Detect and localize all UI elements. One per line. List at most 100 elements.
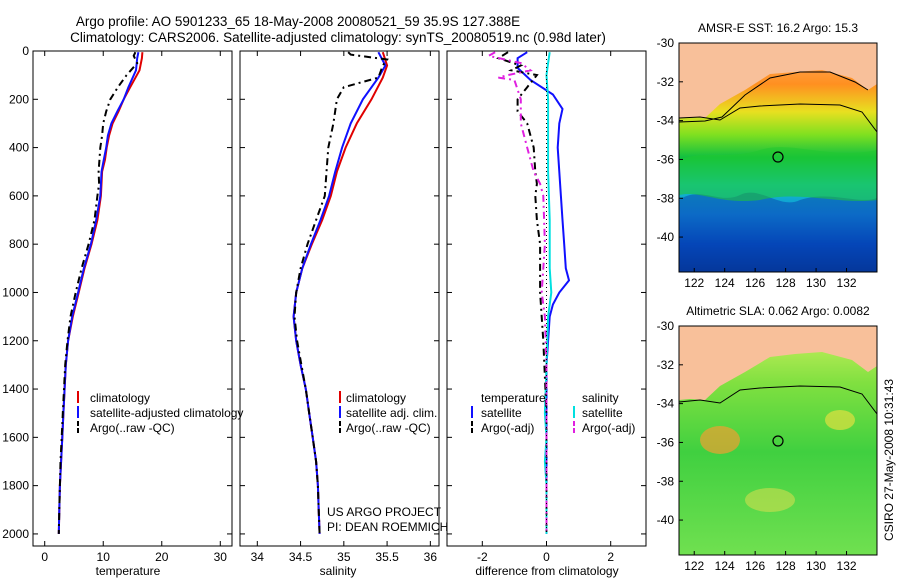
map-x-tick-label: 132 bbox=[837, 276, 857, 290]
difference-panel: -2 0 2 difference from climatology tempera… bbox=[446, 50, 647, 578]
sla-map-panel: Altimetric SLA: 0.062 Argo: 0.0082 122 12… bbox=[657, 304, 878, 573]
series-line-temperature-argo-adj bbox=[496, 51, 548, 534]
map-x-tick-label: 124 bbox=[715, 559, 735, 573]
y-tick-label: 1400 bbox=[2, 382, 29, 396]
sla-map-ticks: 122 124 126 128 130 132 -30 -32 -34 -36 -38 -40 bbox=[657, 319, 857, 573]
salinity-axis-ticks: 34 34.5 35 35.5 36 bbox=[240, 50, 439, 564]
x-tick-label: 30 bbox=[214, 550, 228, 564]
map-y-tick-label: -38 bbox=[657, 474, 675, 488]
legend-title-temperature: temperature bbox=[481, 391, 546, 405]
y-tick-label: 200 bbox=[9, 92, 29, 106]
legend-label-temperature-argo: Argo(-adj) bbox=[481, 421, 534, 435]
legend-label-climatology: climatology bbox=[90, 391, 150, 405]
sla-warm-spot bbox=[825, 410, 855, 430]
y-tick-label: 1000 bbox=[2, 285, 29, 299]
x-tick-label: 35 bbox=[337, 550, 351, 564]
map-y-tick-label: -38 bbox=[657, 191, 675, 205]
legend-label-temperature-satellite: satellite bbox=[481, 406, 522, 420]
legend-label-argo: Argo(..raw -QC) bbox=[346, 421, 431, 435]
sst-map-ticks: 122 124 126 128 130 132 -30 -32 -34 -36 -38 -40 bbox=[657, 36, 857, 290]
sst-map-title: AMSR-E SST: 16.2 Argo: 15.3 bbox=[698, 21, 858, 35]
map-y-tick-label: -40 bbox=[657, 513, 675, 527]
map-y-tick-label: -40 bbox=[657, 230, 675, 244]
legend-label-argo: Argo(..raw -QC) bbox=[90, 421, 175, 435]
map-x-tick-label: 122 bbox=[684, 276, 704, 290]
salinity-plot-frame bbox=[239, 50, 440, 547]
y-tick-label: 1200 bbox=[2, 334, 29, 348]
map-y-tick-label: -30 bbox=[657, 36, 675, 50]
x-tick-label: -2 bbox=[477, 550, 488, 564]
temperature-axis-ticks: 0 10 20 30 0 200 400 600 800 1000 1200 1400 1600 1800… bbox=[2, 44, 232, 564]
temperature-xlabel: temperature bbox=[96, 564, 161, 578]
sst-argo-marker bbox=[772, 151, 784, 163]
series-line-salinity-argo-adj bbox=[485, 51, 548, 534]
difference-xlabel: difference from climatology bbox=[475, 564, 618, 578]
map-x-tick-label: 126 bbox=[745, 559, 765, 573]
legend-label-salinity-argo: Argo(-adj) bbox=[582, 421, 635, 435]
sst-contour-1 bbox=[679, 103, 877, 133]
y-tick-label: 1800 bbox=[2, 479, 29, 493]
map-x-tick-label: 128 bbox=[776, 559, 796, 573]
sst-contour-2 bbox=[679, 71, 869, 123]
sst-map-image bbox=[679, 43, 877, 272]
series-line-temperature-satellite bbox=[516, 51, 571, 534]
sst-green-band bbox=[679, 147, 877, 202]
temperature-plot-frame bbox=[32, 50, 233, 547]
salinity-legend: climatology satellite adj. clim. Argo(..… bbox=[339, 391, 437, 435]
map-x-tick-label: 124 bbox=[715, 276, 735, 290]
map-x-tick-label: 130 bbox=[806, 559, 826, 573]
x-tick-label: 34 bbox=[251, 550, 265, 564]
sla-map-image bbox=[679, 326, 877, 555]
map-y-tick-label: -36 bbox=[657, 435, 675, 449]
figure-title-line2: Climatology: CARS2006. Satellite-adjuste… bbox=[70, 30, 606, 45]
map-x-tick-label: 122 bbox=[684, 559, 704, 573]
legend-label-satellite: satellite-adjusted climatology bbox=[90, 406, 243, 420]
x-tick-label: 34.5 bbox=[289, 550, 313, 564]
map-x-tick-label: 128 bbox=[776, 276, 796, 290]
legend-label-climatology: climatology bbox=[346, 391, 406, 405]
series-line-satellite-adj-clim bbox=[292, 51, 387, 534]
difference-legend: temperature salinity satellite Argo(-adj… bbox=[471, 391, 635, 435]
y-tick-label: 800 bbox=[9, 237, 29, 251]
sst-cold-blob bbox=[679, 192, 877, 272]
temperature-lines bbox=[57, 51, 144, 534]
map-y-tick-label: -34 bbox=[657, 114, 675, 128]
sla-argo-marker bbox=[772, 435, 784, 447]
x-tick-label: 0 bbox=[41, 550, 48, 564]
legend-label-salinity-satellite: satellite bbox=[582, 406, 623, 420]
sla-map-frame bbox=[678, 325, 878, 556]
timestamp-label: CSIRO 27-May-2008 10:31:43 bbox=[882, 379, 896, 541]
series-line-climatology bbox=[57, 52, 144, 534]
map-y-tick-label: -32 bbox=[657, 358, 675, 372]
series-line-argo-raw-qc bbox=[57, 51, 139, 534]
sla-contour bbox=[679, 385, 877, 415]
sla-map-title: Altimetric SLA: 0.062 Argo: 0.0082 bbox=[686, 304, 870, 318]
legend-label-satellite: satellite adj. clim. bbox=[346, 406, 437, 420]
sla-warm-spot bbox=[700, 426, 740, 454]
project-label: US ARGO PROJECT bbox=[327, 505, 442, 519]
sst-map-panel: AMSR-E SST: 16.2 Argo: 15.3 122 124 126 128… bbox=[657, 21, 878, 290]
pi-label: PI: DEAN ROEMMICH bbox=[327, 520, 448, 534]
difference-lines bbox=[485, 51, 571, 534]
x-tick-label: 20 bbox=[155, 550, 169, 564]
y-tick-label: 2000 bbox=[2, 527, 29, 541]
difference-axis-ticks: -2 0 2 bbox=[447, 50, 646, 564]
y-tick-label: 400 bbox=[9, 141, 29, 155]
y-tick-label: 600 bbox=[9, 189, 29, 203]
map-x-tick-label: 132 bbox=[837, 559, 857, 573]
sst-map-frame bbox=[678, 42, 878, 273]
salinity-xlabel: salinity bbox=[320, 564, 357, 578]
x-tick-label: 2 bbox=[607, 550, 614, 564]
map-y-tick-label: -32 bbox=[657, 75, 675, 89]
x-tick-label: 10 bbox=[97, 550, 111, 564]
map-y-tick-label: -36 bbox=[657, 152, 675, 166]
series-line-satellite-adjusted-climatology bbox=[57, 52, 140, 534]
salinity-lines bbox=[292, 51, 389, 534]
series-line-argo-raw-qc bbox=[293, 51, 389, 534]
series-line-climatology bbox=[292, 51, 389, 534]
sst-coast bbox=[679, 43, 877, 118]
map-x-tick-label: 130 bbox=[806, 276, 826, 290]
x-tick-label: 36 bbox=[424, 550, 438, 564]
map-y-tick-label: -30 bbox=[657, 319, 675, 333]
